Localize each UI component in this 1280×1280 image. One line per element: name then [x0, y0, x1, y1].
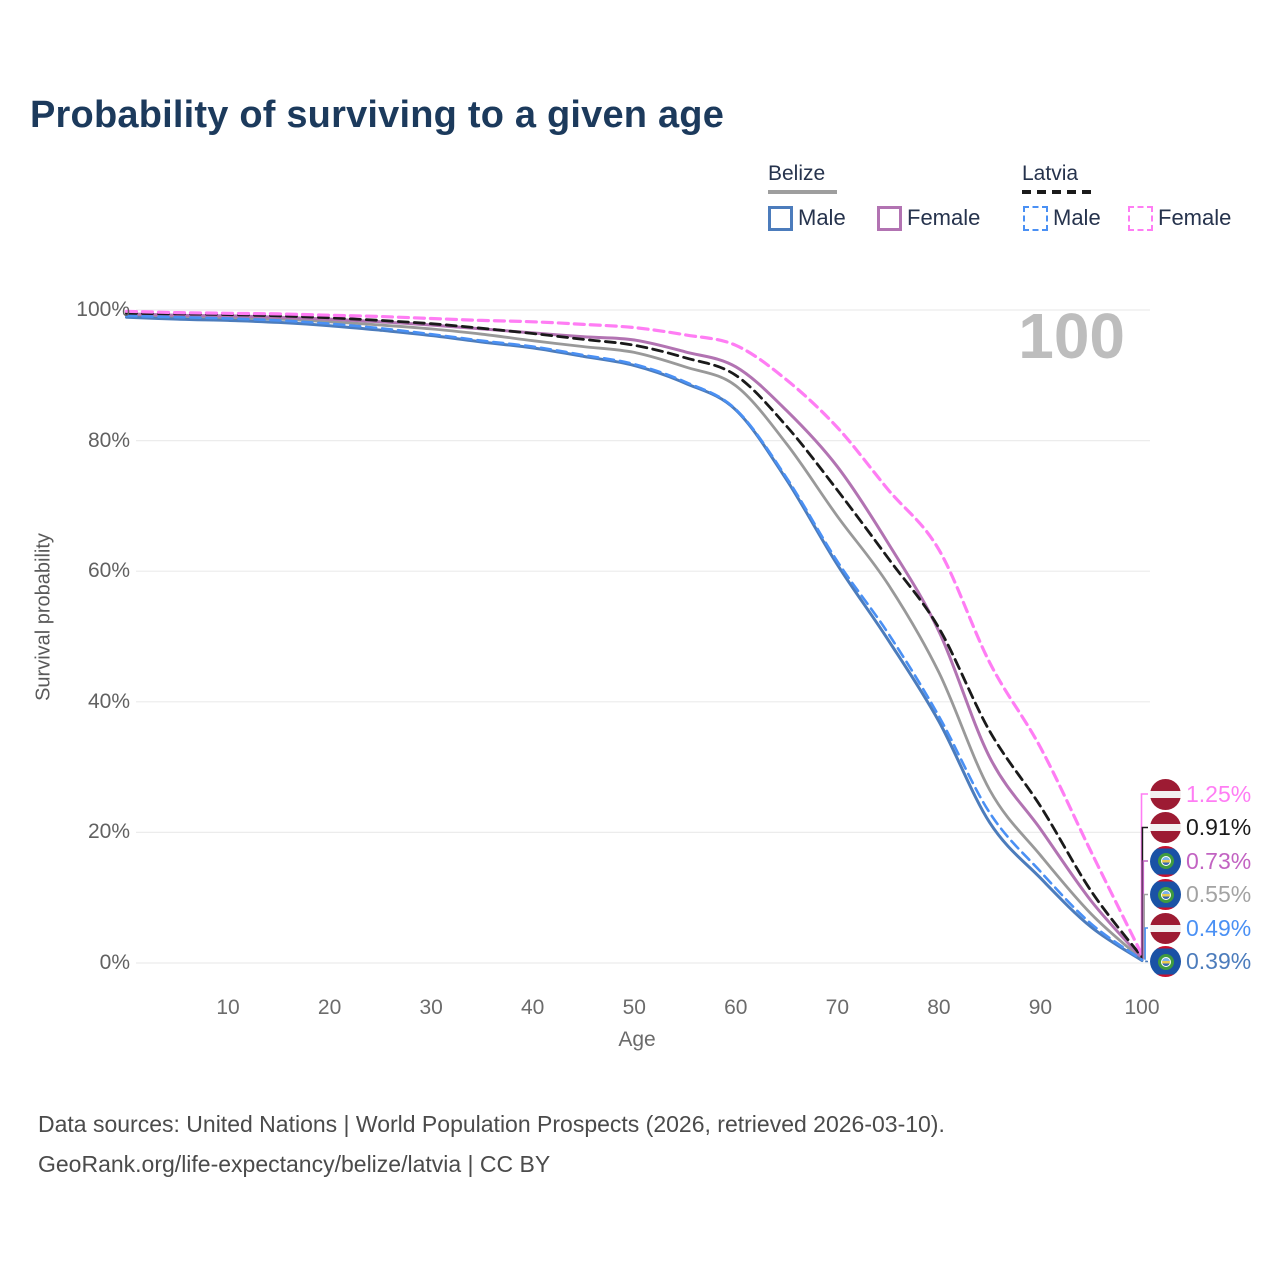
- curve-belize-male: [125, 315, 1144, 962]
- legend-latvia-line-sample: [1022, 190, 1091, 194]
- latvia-female-label: Female: [1158, 205, 1232, 230]
- belize-flag-icon: [1150, 845, 1181, 877]
- legend-group-latvia-label: Latvia: [1022, 162, 1079, 185]
- latvia-male-swatch: [1023, 205, 1048, 231]
- x-tick-10: 10: [216, 996, 240, 1019]
- y-tick-100%: 100%: [76, 298, 130, 321]
- latvia-flag-icon: [1150, 778, 1181, 810]
- y-tick-40%: 40%: [87, 689, 130, 713]
- legend-item-belize-male[interactable]: Male: [768, 205, 846, 231]
- latvia-female-swatch: [1128, 205, 1153, 231]
- end-label-latvia-female: 1.25%: [1150, 778, 1251, 810]
- legend-group-latvia: Latvia: [1022, 162, 1091, 194]
- x-tick-50: 50: [622, 996, 646, 1019]
- x-tick-40: 40: [521, 996, 545, 1019]
- end-label-latvia: 0.91%: [1150, 812, 1251, 844]
- x-tick-30: 30: [419, 996, 443, 1019]
- end-label-value: 0.49%: [1186, 914, 1252, 941]
- legend-item-latvia-female[interactable]: Female: [1128, 205, 1231, 231]
- belize-male-label: Male: [798, 205, 846, 230]
- latvia-flag-icon: [1150, 812, 1181, 843]
- end-label-connector-belize-female: [1142, 860, 1148, 959]
- latvia-male-label: Male: [1053, 205, 1101, 230]
- end-label-connector-latvia-female: [1140, 793, 1148, 955]
- attribution-line: GeoRank.org/life-expectancy/belize/latvi…: [38, 1151, 551, 1177]
- curve-belize: [125, 313, 1144, 961]
- footer-note: Data sources: United Nations | World Pop…: [38, 1104, 945, 1184]
- x-tick-20: 20: [317, 996, 342, 1019]
- curve-latvia: [125, 311, 1144, 959]
- legend-item-belize-female[interactable]: Female: [877, 205, 980, 231]
- x-tick-60: 60: [724, 996, 748, 1019]
- end-label-connector-latvia-male: [1144, 927, 1148, 960]
- page-title: Probability of surviving to a given age: [30, 94, 725, 136]
- end-label-connector-belize: [1143, 893, 1148, 960]
- end-label-belize: 0.55%: [1150, 879, 1251, 911]
- belize-flag-icon: [1150, 946, 1181, 977]
- y-tick-0%: 0%: [99, 951, 130, 974]
- x-axis-title: Age: [618, 1028, 656, 1051]
- latvia-flag-icon: [1150, 912, 1181, 944]
- curve-belize-female: [125, 312, 1144, 960]
- belize-flag-icon: [1150, 879, 1181, 910]
- end-label-belize-female: 0.73%: [1150, 845, 1251, 877]
- legend-item-latvia-male[interactable]: Male: [1023, 205, 1101, 231]
- end-label-value: 1.25%: [1186, 780, 1252, 807]
- end-label-latvia-male: 0.49%: [1150, 912, 1251, 944]
- y-tick-60%: 60%: [87, 559, 130, 583]
- belize-female-label: Female: [907, 205, 981, 230]
- end-label-value: 0.39%: [1186, 948, 1252, 974]
- belize-female-swatch: [877, 205, 902, 231]
- end-label-belize-male: 0.39%: [1150, 946, 1251, 978]
- end-label-value: 0.55%: [1186, 881, 1252, 907]
- legend-belize-line-sample: [768, 190, 837, 194]
- belize-male-swatch: [768, 205, 793, 231]
- data-sources-line: Data sources: United Nations | World Pop…: [38, 1111, 945, 1137]
- y-tick-80%: 80%: [87, 428, 130, 452]
- end-label-value: 0.73%: [1186, 847, 1252, 874]
- x-tick-80: 80: [927, 996, 951, 1019]
- age-watermark: 100: [1018, 300, 1125, 372]
- end-label-connector-belize-male: [1145, 960, 1148, 963]
- curve-latvia-male: [125, 314, 1144, 962]
- curve-latvia-female: [124, 309, 1144, 957]
- end-label-connector-latvia: [1141, 826, 1148, 958]
- legend-group-belize-label: Belize: [768, 162, 826, 185]
- x-tick-90: 90: [1028, 996, 1053, 1019]
- y-tick-20%: 20%: [87, 820, 130, 844]
- end-label-value: 0.91%: [1186, 814, 1252, 840]
- x-tick-100: 100: [1124, 996, 1160, 1019]
- x-tick-70: 70: [825, 996, 850, 1019]
- legend-group-belize: Belize: [768, 162, 837, 194]
